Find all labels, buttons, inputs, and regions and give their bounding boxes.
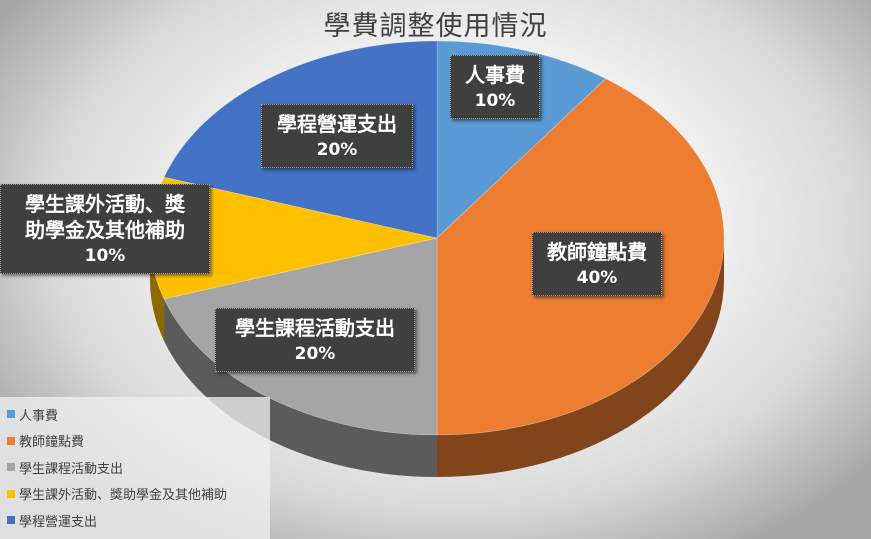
data-label-percent: 10% <box>474 91 516 111</box>
legend-label: 學程營運支出 <box>19 514 98 530</box>
legend-label: 教師鐘點費 <box>19 435 85 451</box>
data-label-3: 學生課程活動支出 20% <box>215 308 415 373</box>
legend-swatch <box>7 463 15 472</box>
pie-sides <box>150 238 724 477</box>
data-label-name: 學生課外活動、獎 <box>25 192 185 216</box>
legend: 人事費教師鐘點費學生課程活動支出學生課外活動、獎助學金及其他補助 學程營運支出 <box>0 397 270 539</box>
data-label-1: 人事費 10% <box>450 55 540 120</box>
data-label-percent: 20% <box>316 140 358 160</box>
legend-label: 學生課程活動支出 <box>19 461 124 477</box>
legend-item: 學生課程活動支出 <box>0 454 270 481</box>
pie-side-2 <box>437 238 724 477</box>
legend-swatch <box>7 410 15 419</box>
legend-item: 學生課外活動、獎助學金及其他補助 <box>0 481 270 508</box>
data-label-name: 人事費 <box>465 63 525 87</box>
data-label-percent: 40% <box>576 268 618 288</box>
legend-swatch <box>7 436 15 445</box>
legend-item: 學程營運支出 <box>0 507 270 534</box>
data-label-name: 教師鐘點費 <box>547 240 647 264</box>
data-label-name: 助學金及其他補助 <box>25 218 185 242</box>
data-label-percent: 10% <box>84 246 126 266</box>
data-label-4: 學生課外活動、獎 助學金及其他補助 10% <box>0 184 210 275</box>
legend-item: 人事費 <box>0 401 270 428</box>
legend-label: 學生課外活動、獎助學金及其他補助 <box>19 488 228 504</box>
data-label-2: 教師鐘點費 40% <box>532 232 662 297</box>
pie-side-4 <box>150 238 165 341</box>
legend-label: 人事費 <box>19 408 59 424</box>
chart-title: 學費調整使用情況 <box>323 11 548 42</box>
data-label-name: 學程營運支出 <box>277 112 397 136</box>
legend-swatch <box>7 516 15 525</box>
data-label-name: 學生課程活動支出 <box>235 316 395 340</box>
data-label-5: 學程營運支出 20% <box>261 104 413 169</box>
legend-item: 教師鐘點費 <box>0 428 270 455</box>
legend-swatch <box>7 489 15 498</box>
pie-side-3 <box>164 298 437 477</box>
data-label-percent: 20% <box>294 344 336 364</box>
